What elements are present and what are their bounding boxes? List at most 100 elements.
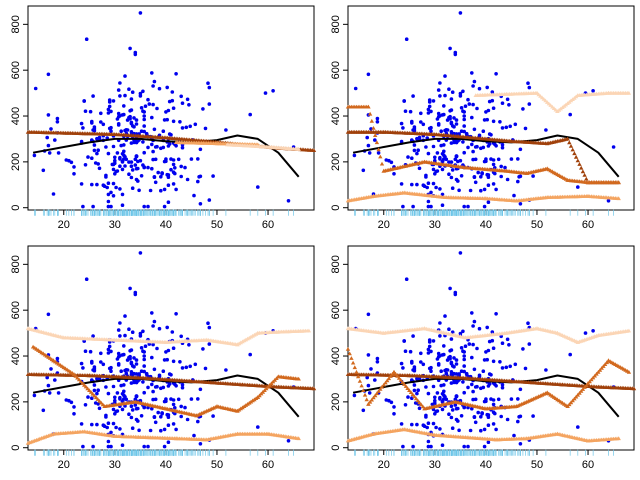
- data-point: [426, 204, 431, 209]
- data-point: [456, 419, 460, 423]
- data-point: [470, 406, 474, 411]
- data-point: [116, 88, 121, 92]
- data-point: [402, 339, 407, 343]
- data-point: [192, 193, 196, 198]
- data-point: [426, 107, 431, 112]
- data-point: [104, 145, 108, 149]
- data-point: [164, 110, 168, 114]
- data-point: [120, 159, 125, 163]
- fit-marker: [352, 365, 357, 370]
- x-tick-label: 60: [262, 219, 274, 231]
- data-point: [125, 118, 130, 122]
- fit-marker: [240, 339, 245, 344]
- fit-marker: [311, 386, 317, 391]
- data-point: [104, 173, 108, 178]
- data-point: [461, 140, 465, 144]
- data-point: [118, 334, 122, 338]
- data-point: [129, 370, 134, 374]
- data-point: [111, 194, 116, 198]
- data-point: [417, 406, 422, 411]
- fit-marker: [374, 140, 380, 145]
- data-point: [486, 183, 491, 187]
- fit-marker: [373, 133, 378, 137]
- data-point: [141, 380, 145, 384]
- data-point: [152, 79, 157, 84]
- data-point: [196, 179, 200, 184]
- data-point: [116, 363, 121, 367]
- data-point: [373, 138, 377, 142]
- fit-marker: [567, 140, 572, 145]
- data-point: [162, 358, 167, 362]
- x-rug: [34, 209, 294, 216]
- data-point: [53, 138, 57, 142]
- data-point: [527, 85, 532, 90]
- data-point: [442, 344, 446, 348]
- data-point: [477, 86, 482, 91]
- data-point: [88, 349, 93, 354]
- data-point: [101, 183, 106, 187]
- data-point: [86, 395, 90, 399]
- data-point: [95, 422, 99, 427]
- data-point: [106, 107, 111, 112]
- data-point: [491, 422, 496, 426]
- data-point: [531, 174, 535, 178]
- data-point: [176, 157, 181, 162]
- data-point: [180, 366, 185, 370]
- data-point: [132, 356, 136, 360]
- data-point: [447, 172, 451, 176]
- data-point: [462, 150, 467, 155]
- data-point: [438, 334, 442, 338]
- data-point: [109, 204, 113, 209]
- data-point: [415, 151, 419, 156]
- data-point: [198, 442, 203, 446]
- data-point: [392, 412, 396, 416]
- data-point: [433, 395, 437, 400]
- data-point: [375, 360, 380, 364]
- data-point: [91, 204, 95, 209]
- data-point: [146, 385, 150, 390]
- data-point: [457, 428, 461, 433]
- data-point: [201, 347, 205, 351]
- fit-marker: [306, 328, 312, 333]
- fit-marker: [345, 346, 351, 351]
- data-point: [91, 128, 95, 132]
- data-point: [435, 357, 440, 361]
- data-point: [459, 129, 464, 133]
- data-point: [440, 203, 445, 207]
- data-point: [406, 155, 410, 159]
- data-point: [160, 171, 164, 175]
- data-point: [47, 151, 52, 155]
- data-point: [157, 373, 162, 378]
- data-point: [366, 312, 371, 317]
- x-tick-label: 30: [429, 459, 441, 471]
- data-point: [410, 359, 414, 364]
- fit-marker: [238, 340, 243, 345]
- data-point: [179, 94, 183, 99]
- data-point: [174, 384, 178, 388]
- data-point: [224, 128, 228, 132]
- data-point: [113, 155, 117, 160]
- data-point: [473, 157, 478, 162]
- data-point: [95, 182, 99, 187]
- data-point: [416, 148, 421, 152]
- data-point: [130, 90, 135, 94]
- data-point: [419, 351, 423, 356]
- data-point: [104, 413, 108, 418]
- data-point: [122, 112, 126, 117]
- data-point: [201, 107, 205, 111]
- fit-marker: [582, 173, 587, 177]
- data-point: [500, 385, 505, 390]
- data-point: [473, 180, 478, 185]
- data-point: [138, 251, 143, 255]
- data-point: [500, 126, 505, 130]
- data-point: [150, 115, 154, 120]
- data-point: [157, 326, 162, 331]
- data-point: [415, 391, 419, 396]
- data-point: [576, 185, 580, 189]
- data-point: [127, 327, 131, 332]
- y-tick-label: 600: [10, 61, 22, 79]
- plot-frame: [347, 5, 635, 211]
- data-point: [155, 346, 159, 351]
- data-point: [494, 427, 498, 432]
- data-point: [500, 341, 505, 346]
